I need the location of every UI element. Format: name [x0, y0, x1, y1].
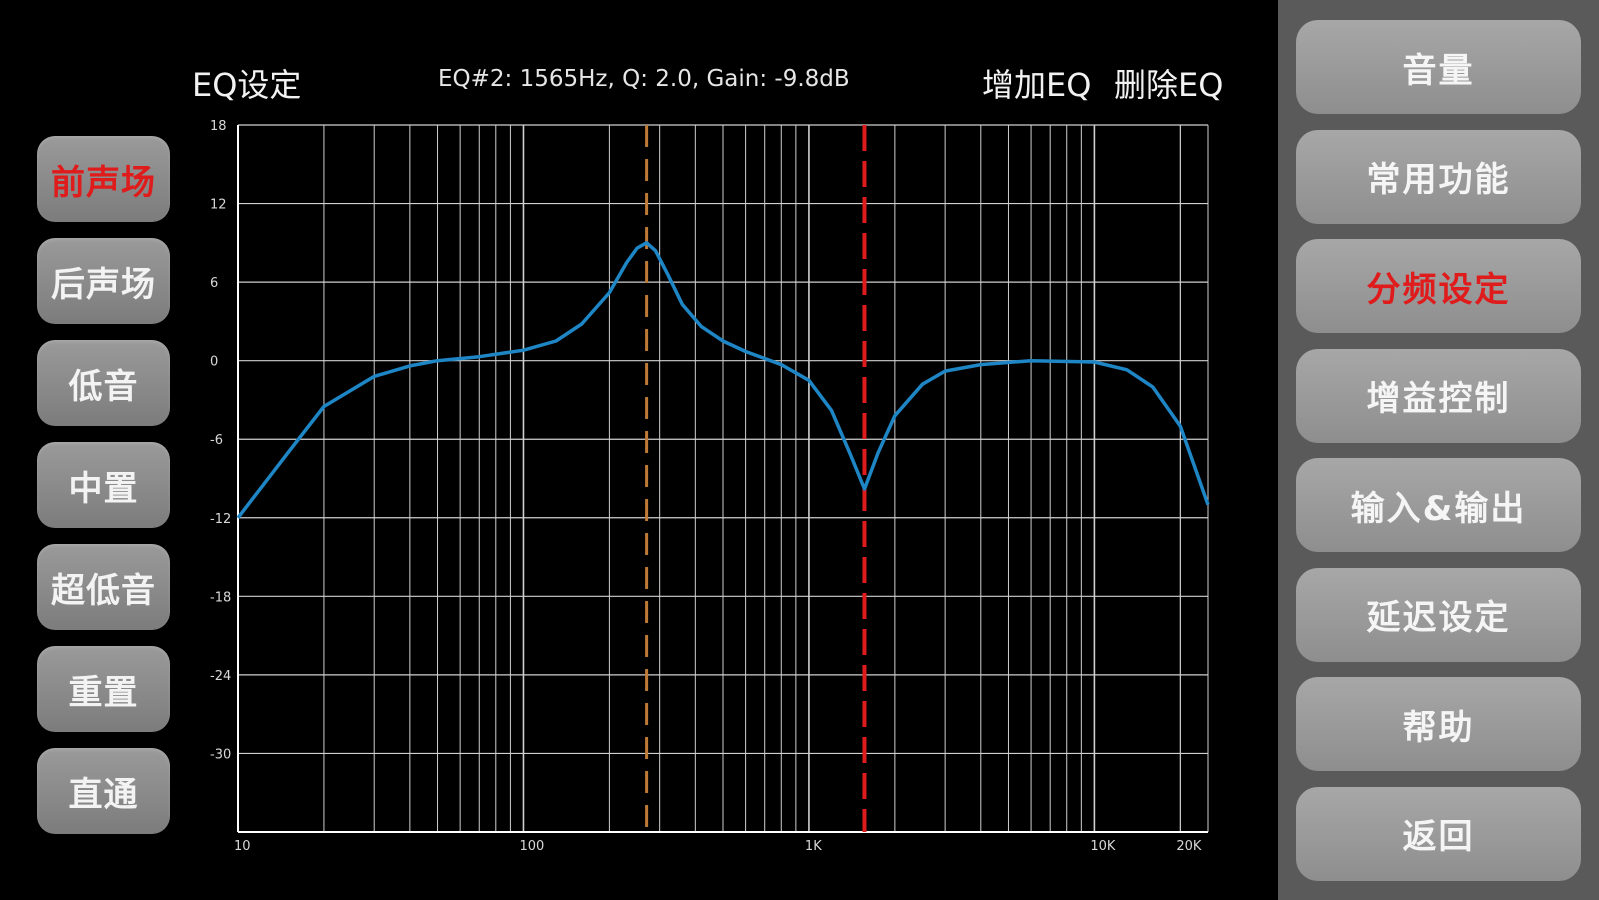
x-tick-label: 10	[234, 839, 251, 854]
x-tick-label: 100	[519, 839, 544, 854]
channel-button-5[interactable]: 超低音	[37, 544, 170, 630]
y-tick-label: 12	[210, 198, 227, 213]
add-eq-button[interactable]: 增加EQ	[982, 66, 1092, 104]
x-tick-label: 10K	[1090, 839, 1116, 854]
eq-markers[interactable]	[645, 125, 867, 832]
channel-button-1[interactable]: 前声场	[37, 136, 170, 222]
y-tick-label: -6	[210, 433, 223, 448]
y-tick-label: 18	[210, 119, 227, 134]
menu-button-3[interactable]: 分频设定	[1296, 239, 1581, 333]
menu-button-1[interactable]: 音量	[1296, 20, 1581, 114]
channel-button-2[interactable]: 后声场	[37, 238, 170, 324]
chart-grid	[237, 124, 1209, 833]
y-tick-label: -18	[210, 590, 231, 605]
eq-info-readout: EQ#2: 1565Hz, Q: 2.0, Gain: -9.8dB	[438, 66, 850, 92]
y-tick-label: -12	[210, 512, 231, 527]
eq-response-curve	[236, 241, 1210, 519]
menu-button-7[interactable]: 帮助	[1296, 677, 1581, 771]
menu-button-5[interactable]: 输入&输出	[1296, 458, 1581, 552]
menu-button-2[interactable]: 常用功能	[1296, 129, 1581, 224]
channel-button-7[interactable]: 直通	[37, 748, 170, 834]
y-tick-label: -24	[210, 669, 231, 684]
x-tick-label: 1K	[805, 839, 822, 854]
channel-button-6[interactable]: 重置	[37, 646, 170, 732]
y-tick-label: 6	[210, 276, 218, 291]
menu-button-4[interactable]: 增益控制	[1296, 348, 1581, 443]
eq-title: EQ设定	[192, 66, 302, 104]
eq-chart[interactable]: 18 12 6 0 -6 -12 -18 -24 -30 10 100 1K 10K 20K	[0, 0, 1250, 900]
menu-button-6[interactable]: 延迟设定	[1296, 567, 1581, 662]
menu-button-8[interactable]: 返回	[1296, 786, 1581, 881]
chart-tick-labels: 18 12 6 0 -6 -12 -18 -24 -30 10 100 1K 10K 20K	[210, 119, 1202, 854]
delete-eq-button[interactable]: 删除EQ	[1114, 66, 1224, 104]
channel-button-3[interactable]: 低音	[37, 340, 170, 426]
x-tick-label: 20K	[1176, 839, 1202, 854]
y-tick-label: -30	[210, 747, 231, 762]
y-tick-label: 0	[210, 355, 218, 370]
channel-button-4[interactable]: 中置	[37, 442, 170, 528]
main-menu-panel: 音量常用功能分频设定增益控制输入&输出延迟设定帮助返回	[1278, 0, 1599, 900]
